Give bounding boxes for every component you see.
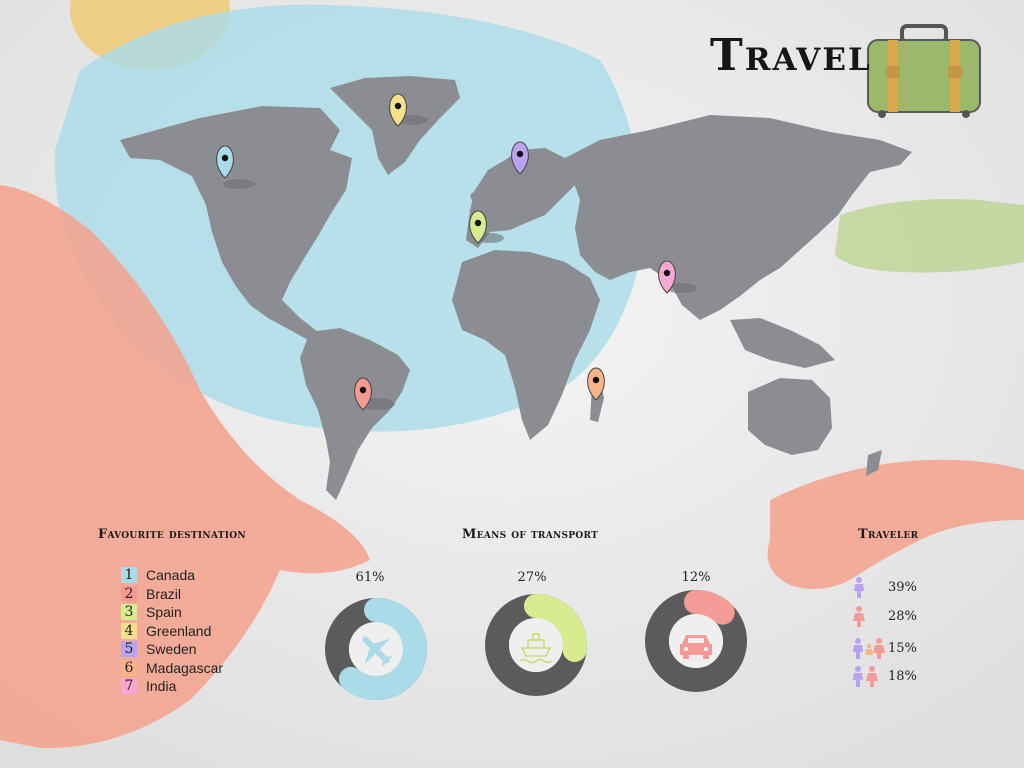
green-wash: [835, 199, 1024, 273]
pin-sweden[interactable]: [511, 141, 529, 175]
transport-pct-plane: 61%: [355, 570, 385, 585]
traveler-row: 39%: [852, 576, 917, 598]
new-zealand: [866, 450, 882, 476]
legend-number: 5: [121, 641, 137, 658]
pin-spain[interactable]: [469, 210, 504, 244]
pin-madagascar[interactable]: [587, 367, 605, 401]
traveler-pct: 18%: [888, 668, 917, 684]
pin-greenland[interactable]: [389, 93, 428, 127]
legend-item: 4 Greenland: [121, 622, 223, 641]
coral-wash: [0, 185, 370, 749]
traveler-pct: 39%: [888, 579, 917, 595]
ship-icon: [519, 633, 553, 664]
suitcase-icon: [867, 24, 981, 118]
transport-donuts: [325, 590, 747, 700]
legend-item: 3 Spain: [121, 603, 223, 622]
europe: [466, 148, 575, 248]
traveler-pct: 15%: [888, 640, 917, 656]
legend-label: Brazil: [146, 585, 182, 602]
donut-value-arc: [485, 594, 587, 696]
person-pink-icon: [852, 605, 888, 627]
south-america: [300, 328, 410, 500]
transport-title: Means of transport: [462, 527, 599, 542]
pin-india[interactable]: [658, 260, 697, 294]
transport-pct-ship: 27%: [517, 570, 547, 585]
legend-item: 2 Brazil: [121, 585, 223, 604]
traveler-row: 28%: [852, 605, 917, 627]
world-map: [120, 76, 912, 500]
donut-value-arc: [645, 590, 747, 692]
legend-item: 7 India: [121, 677, 223, 696]
traveler-title: Traveler: [858, 527, 919, 542]
australia: [748, 378, 832, 455]
couple-purple-pink-icon: [852, 665, 888, 687]
legend-label: Spain: [146, 604, 182, 621]
legend-number: 4: [121, 622, 137, 639]
uk: [470, 185, 486, 212]
legend-item: 6 Madagascar: [121, 659, 223, 678]
traveler-pct: 28%: [888, 608, 917, 624]
legend-item: 5 Sweden: [121, 640, 223, 659]
person-purple-icon: [852, 576, 888, 598]
japan: [806, 200, 822, 240]
legend-label: Greenland: [146, 622, 212, 639]
africa: [452, 250, 600, 440]
donut-center: [509, 618, 563, 672]
traveler-row: 15%: [852, 637, 917, 659]
donut-value-arc: [325, 598, 427, 700]
legend-label: Sweden: [146, 641, 197, 658]
traveler-row: 18%: [852, 665, 917, 687]
legend-label: Madagascar: [146, 659, 224, 676]
map-pins: [216, 93, 697, 411]
pin-brazil[interactable]: [354, 377, 395, 411]
page-title: Travel: [710, 30, 872, 81]
legend-number: 1: [121, 567, 137, 584]
destinations-title: Favourite destination: [98, 527, 246, 542]
pin-canada[interactable]: [216, 145, 255, 189]
legend-number: 3: [121, 604, 137, 621]
greenland: [330, 76, 460, 175]
legend-number: 6: [121, 659, 137, 676]
transport-pct-car: 12%: [681, 570, 711, 585]
destinations-legend: 1 Canada 2 Brazil 3 Spain 4 Greenland 5 …: [121, 566, 223, 696]
legend-item: 1 Canada: [121, 566, 223, 585]
car-icon: [680, 635, 712, 659]
legend-number: 2: [121, 585, 137, 602]
family-purple-pink-icon: [852, 637, 888, 659]
asia: [565, 115, 912, 320]
north-america: [120, 106, 352, 340]
legend-label: Canada: [146, 567, 196, 584]
coral-brush-right: [767, 459, 1024, 589]
legend-number: 7: [121, 678, 137, 695]
southeast-asia: [730, 318, 835, 368]
legend-label: India: [146, 678, 177, 695]
